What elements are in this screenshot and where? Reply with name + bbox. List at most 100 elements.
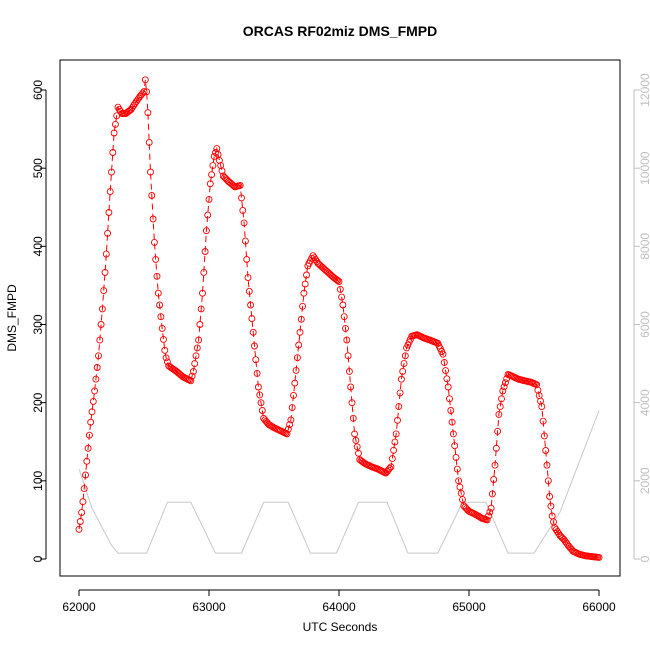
dms-point [288,404,296,412]
dms-point [149,215,157,223]
chart-title: ORCAS RF02miz DMS_FMPD [243,23,437,39]
dms-point [257,399,265,407]
dms-point [239,206,247,214]
altitude-series [78,410,600,554]
dms-point [104,229,112,237]
dms-point [390,446,398,454]
y2-tick-label: 4000 [638,389,650,416]
dms-point [210,152,218,160]
dms-point [399,367,407,375]
dms-point [349,414,357,422]
dms-point [93,364,101,371]
dms-point [297,315,305,323]
x-tick-label: 66000 [582,600,616,614]
dms-point [440,358,448,366]
dms-point [483,516,491,524]
dms-point [75,525,83,533]
y2-tick-label: 6000 [638,311,650,338]
dms-point [95,352,102,360]
dms-point [500,383,508,391]
axes: 62000 63000 64000 65000 66000 0 100 200 300 400 50… [31,73,650,614]
dms-point [87,418,95,426]
dms-point [439,350,447,358]
y2-tick-label: 12000 [638,73,650,107]
dms-point [247,301,255,309]
dms-point [391,438,399,446]
dms-point [300,289,308,297]
dms-point [296,328,304,336]
y2-tick-label: 10000 [638,151,650,185]
dms-point [397,375,405,383]
dms-point [284,425,292,433]
dms-point [141,76,149,84]
dms-point [195,336,203,344]
dms-point [97,321,105,328]
dms-point [451,442,459,450]
y-tick-label: 300 [31,314,45,334]
y2-tick-label: 0 [638,555,650,562]
dms-point [80,485,88,493]
dms-point [147,168,154,176]
dms-point [345,367,353,375]
y2-tick-label: 2000 [638,467,650,494]
dms-point [108,168,115,176]
dms-point [386,464,394,472]
dms-series [75,76,603,561]
x-tick-label: 65000 [452,600,486,614]
dms-point [187,377,195,385]
dms-point [160,335,167,343]
dms-point [206,180,214,188]
altitude-line [78,410,600,554]
dms-point [343,336,351,344]
dms-point [448,418,456,426]
dms-point [244,274,252,282]
dms-point [241,237,249,245]
dms-point [455,477,463,485]
dms-point [501,379,509,387]
dms-point [447,407,455,414]
dms-point [442,367,450,375]
dms-point [238,194,245,202]
dms-point [388,455,396,463]
dms-point [139,89,147,97]
dms-point [498,395,505,403]
dms-point [336,285,344,293]
dms-point [193,344,201,352]
dms-point [140,88,148,96]
dms-point [546,493,554,500]
dms-point [100,287,108,295]
dms-point [538,403,546,411]
dms-point [452,453,460,461]
dms-point [387,463,395,471]
dms-point [161,346,169,354]
dms-point [335,278,343,285]
dms-point [340,313,348,321]
dms-point [215,156,223,164]
dms-point [82,471,89,479]
dms-point [199,289,206,297]
dms-point [487,504,495,512]
dms-point [287,416,295,424]
dms-point [111,120,119,128]
dms-point [256,391,264,399]
dms-point [208,171,216,179]
dms-point [196,321,204,328]
dms-point [496,403,504,411]
dms-point [89,397,97,405]
y-tick-label: 100 [31,470,45,490]
dms-point [395,403,403,411]
dms-point [154,289,162,297]
dms-point [240,219,248,227]
dms-point [491,461,499,469]
x-axis-label: UTC Seconds [303,620,378,634]
dms-point [251,342,258,350]
dms-point [204,211,212,219]
dms-point [201,248,209,255]
dms-point [295,341,303,349]
dms-point [254,383,262,391]
dms-point [245,287,253,295]
dms-point [352,436,360,444]
dms-point [252,356,260,364]
dms-point [293,354,301,362]
dms-point [292,366,300,374]
